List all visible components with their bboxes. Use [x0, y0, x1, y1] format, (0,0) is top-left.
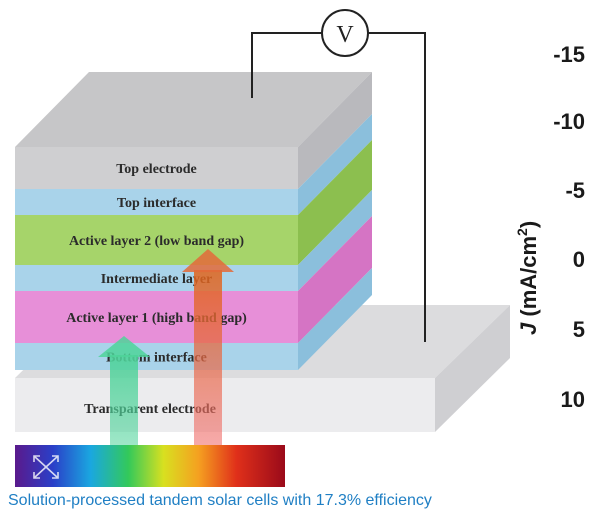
axis-label-sup: 2	[514, 228, 530, 236]
layer-front-0	[15, 147, 298, 189]
stack-top-face	[15, 72, 372, 147]
axis-label: J (mA/cm2)	[514, 221, 541, 335]
green-light-arrow	[98, 336, 150, 445]
layer-front-5	[15, 343, 298, 370]
substrate-front-face	[15, 378, 435, 432]
axis-tick: 5	[573, 317, 585, 342]
layer-side-5	[298, 268, 372, 370]
voltmeter-circuit	[251, 9, 426, 342]
axis-label-end: )	[516, 221, 541, 228]
caption: Solution-processed tandem solar cells wi…	[8, 492, 432, 509]
layer-side-2	[298, 140, 372, 265]
layer-side-0	[298, 72, 372, 189]
current-density-axis: -15 -10 -5 0 5 10	[553, 42, 585, 412]
axis-tick: -5	[565, 178, 585, 203]
spectrum-bar	[15, 445, 285, 487]
circuit-wire-right	[368, 32, 426, 342]
layer-front-4	[15, 291, 298, 343]
layer-label-0: Top electrode	[116, 162, 197, 177]
layer-side-1	[298, 114, 372, 215]
axis-tick: 0	[573, 247, 585, 272]
layer-side-3	[298, 190, 372, 291]
layer-front-2	[15, 215, 298, 265]
axis-label-italic: J	[516, 322, 541, 335]
expand-icon	[33, 455, 59, 479]
red-light-arrow	[182, 249, 234, 445]
layer-stack: Top electrode Top interface Active layer 2…	[15, 72, 372, 370]
circuit-wire-left	[251, 32, 322, 98]
layer-front-1	[15, 189, 298, 215]
axis-tick: -10	[553, 109, 585, 134]
layer-front-3	[15, 265, 298, 291]
layer-side-4	[298, 216, 372, 343]
light-arrows	[98, 249, 234, 445]
layer-label-3: Intermediate layer	[101, 272, 213, 287]
layer-label-1: Top interface	[117, 196, 196, 211]
substrate-side-face	[435, 305, 510, 432]
voltmeter-label: V	[336, 22, 354, 48]
axis-tick: 10	[561, 387, 585, 412]
axis-tick: -15	[553, 42, 585, 67]
voltmeter-symbol	[321, 9, 369, 57]
axis-label-rest: (mA/cm	[516, 236, 541, 323]
layer-label-2: Active layer 2 (low band gap)	[69, 234, 244, 249]
